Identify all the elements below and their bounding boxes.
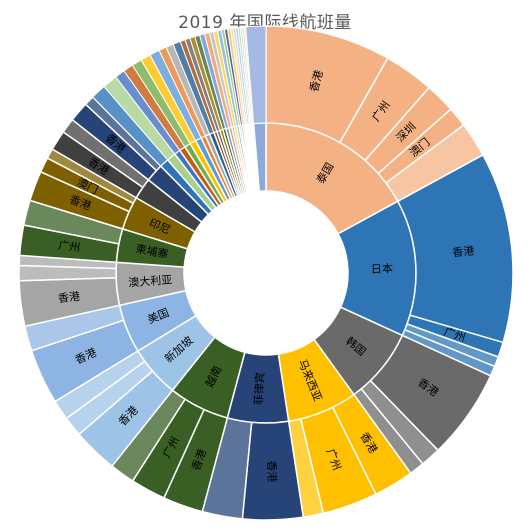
- outer_ring-label: 香港: [57, 290, 80, 306]
- outer_ring-label: 广州: [442, 325, 467, 344]
- inner_ring-label: 柬埔寨: [135, 241, 170, 261]
- outer_ring-label: 香港: [308, 69, 326, 94]
- outer_ring-label: 香港: [265, 460, 279, 482]
- inner_ring-label: 菲律宾: [251, 372, 267, 406]
- inner_ring-label: 日本: [371, 261, 393, 276]
- outer_ring-label: 香港: [452, 244, 475, 259]
- inner_ring-label: 澳大利亚: [128, 272, 173, 289]
- outer_ring-label: 广州: [57, 239, 81, 255]
- chart-title: 2019 年国际线航班量: [178, 13, 352, 33]
- outer-ring-slice[interactable]: [245, 25, 267, 125]
